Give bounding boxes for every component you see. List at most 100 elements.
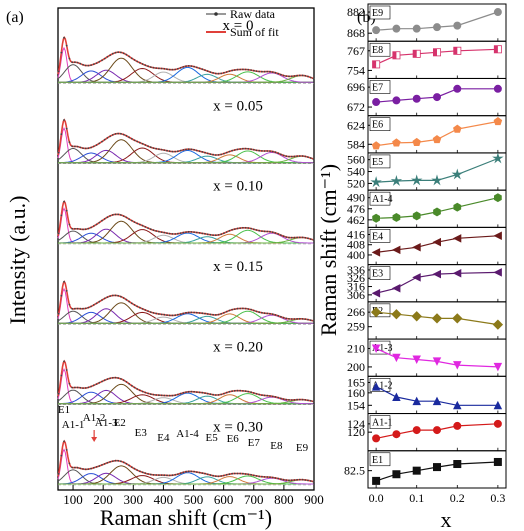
raw-data-point (130, 219, 133, 222)
raw-data-point (195, 391, 198, 393)
raw-data-point (171, 150, 174, 153)
raw-data-point (307, 399, 309, 402)
raw-data-point (307, 156, 309, 159)
fit-component-12 (58, 399, 314, 405)
raw-data-point (114, 133, 117, 135)
data-point (391, 309, 402, 320)
raw-data-point (171, 314, 174, 317)
raw-data-point (76, 145, 79, 148)
raw-data-point (76, 61, 79, 64)
raw-data-point (250, 227, 253, 230)
raw-data-point (174, 394, 177, 397)
legend-raw-marker (214, 12, 218, 16)
raw-data-point (252, 474, 255, 477)
raw-data-point (92, 384, 95, 387)
subplot-E2: 259266E2 (347, 301, 507, 340)
data-point (412, 243, 421, 252)
raw-data-point (198, 150, 201, 153)
series-line (375, 347, 498, 368)
data-point (453, 361, 462, 370)
raw-data-point (174, 314, 177, 317)
raw-data-point (177, 232, 179, 235)
raw-data-point (95, 62, 98, 64)
spectrum-label: x = 0.20 (213, 339, 263, 355)
data-point (412, 426, 421, 435)
raw-data-point (71, 227, 74, 230)
y-tick-label: 754 (347, 63, 365, 77)
subplot-name: E5 (372, 157, 383, 168)
raw-data-point (242, 68, 244, 71)
raw-data-point (236, 389, 239, 392)
raw-data-point (147, 310, 150, 312)
data-point (391, 283, 401, 293)
raw-data-point (84, 147, 87, 150)
raw-data-point (87, 227, 90, 230)
fit-component-0 (57, 46, 314, 83)
raw-data-point (201, 68, 204, 71)
raw-data-point (101, 299, 103, 301)
raw-data-point (106, 461, 109, 464)
data-point (432, 237, 441, 247)
data-point (452, 234, 462, 243)
raw-data-point (201, 472, 204, 474)
raw-data-point (190, 390, 193, 393)
raw-data-point (144, 391, 147, 394)
raw-data-point (160, 231, 163, 234)
y-tick-label: 520 (347, 176, 365, 190)
raw-data-point (74, 386, 76, 389)
raw-data-points (57, 36, 315, 80)
raw-data-point (285, 155, 288, 158)
raw-data-point (71, 145, 74, 148)
spectrum-0: x = 0 (57, 18, 315, 84)
y-tick-label: 672 (347, 100, 365, 114)
raw-data-points (57, 280, 315, 322)
raw-data-point (103, 138, 106, 141)
raw-data-point (220, 312, 223, 315)
raw-data-points (57, 440, 315, 483)
raw-data-point (214, 394, 217, 396)
raw-data-point (290, 155, 293, 158)
mode-label: E7 (248, 437, 261, 449)
raw-data-point (128, 382, 131, 385)
data-point (371, 248, 381, 257)
raw-data-point (171, 474, 174, 477)
raw-data-point (79, 62, 82, 65)
raw-data-point (98, 142, 101, 145)
raw-data-point (277, 72, 280, 75)
raw-data-point (301, 478, 304, 481)
raw-data-point (236, 148, 239, 151)
raw-data-point (120, 51, 122, 54)
raw-data-point (179, 66, 182, 69)
raw-data-point (106, 378, 109, 380)
raw-data-point (76, 466, 79, 469)
data-point (370, 306, 382, 318)
raw-data-point (171, 394, 174, 397)
raw-data-point (242, 472, 244, 475)
raw-data-point (141, 308, 144, 310)
raw-data-point (193, 311, 196, 314)
raw-data-point (195, 231, 198, 234)
data-point (391, 245, 401, 255)
raw-data-point (147, 473, 150, 475)
raw-data-point (309, 319, 312, 322)
raw-data-point (252, 148, 255, 151)
raw-data-point (163, 474, 166, 477)
raw-data-point (141, 471, 144, 474)
data-point (371, 382, 381, 391)
data-point (493, 268, 502, 277)
raw-data-point (65, 44, 68, 47)
raw-data-point (225, 231, 228, 233)
raw-data-point (160, 148, 163, 151)
raw-data-point (101, 59, 103, 62)
raw-data-point (304, 155, 307, 158)
subplot-E7: 672 696 E7 (347, 77, 507, 117)
raw-data-point (60, 133, 63, 136)
raw-data-point (182, 391, 185, 394)
data-point (453, 421, 462, 430)
raw-data-point (228, 229, 231, 232)
raw-data-point (57, 70, 60, 73)
raw-data-point (92, 63, 95, 66)
raw-data-points (57, 119, 315, 160)
raw-data-point (206, 392, 209, 395)
raw-data-point (212, 313, 215, 316)
